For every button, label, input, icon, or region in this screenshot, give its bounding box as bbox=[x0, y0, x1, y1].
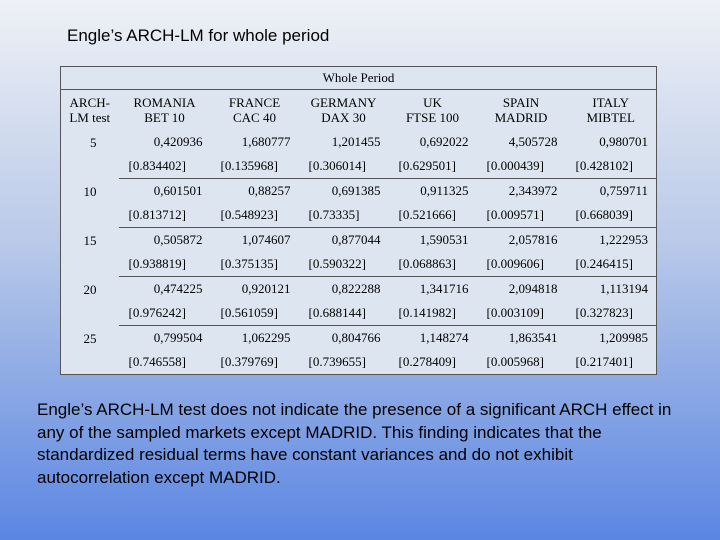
value-row: 20 0,474225 0,920121 0,822288 1,341716 2,0948… bbox=[61, 277, 657, 302]
column-header: UK FTSE 100 bbox=[405, 95, 460, 125]
statistic-cell: 0,920121 bbox=[241, 281, 291, 296]
pvalue-cell: [0.217401] bbox=[565, 350, 657, 375]
statistic-cell: 1,148274 bbox=[419, 330, 469, 345]
statistic-cell: 0,911325 bbox=[420, 183, 469, 198]
pvalue-cell: [0.141982] bbox=[388, 301, 477, 326]
pvalue-cell: [0.688144] bbox=[298, 301, 389, 326]
statistic-cell: 1,222953 bbox=[599, 232, 648, 247]
pvalue-cell: [0.668039] bbox=[565, 203, 657, 228]
statistic-cell: 1,680777 bbox=[241, 134, 291, 149]
pvalue-cell: [0.976242] bbox=[118, 301, 211, 326]
pvalue-cell: [0.938819] bbox=[118, 252, 211, 277]
pvalue-row: [0.813712] [0.548923] [0.73335] [0.521666][… bbox=[61, 203, 657, 228]
pvalue-cell: [0.561059] bbox=[210, 301, 299, 326]
pvalue-cell: [0.375135] bbox=[210, 252, 299, 277]
lag-cell: 20 bbox=[83, 281, 97, 297]
pvalue-row: [0.746558] [0.379769] [0.739655] [0.278409]… bbox=[61, 350, 657, 375]
column-header-row: ARCH- LM test ROMANIA BET 10 FRANCE CAC 40… bbox=[61, 90, 657, 131]
pvalue-cell: [0.005968] bbox=[476, 350, 566, 375]
statistic-cell: 2,343972 bbox=[508, 183, 558, 198]
pvalue-row: [0.834402] [0.135968] [0.306014] [0.629501]… bbox=[61, 154, 657, 179]
statistic-cell: 0,804766 bbox=[331, 330, 381, 345]
statistic-cell: 0,505872 bbox=[153, 232, 203, 247]
pvalue-cell: [0.428102] bbox=[565, 154, 657, 179]
pvalue-cell: [0.327823] bbox=[565, 301, 657, 326]
statistic-cell: 0,799504 bbox=[153, 330, 203, 345]
pvalue-cell: [0.068863] bbox=[388, 252, 477, 277]
lag-cell: 25 bbox=[83, 330, 97, 346]
column-header: ROMANIA BET 10 bbox=[133, 95, 196, 125]
statistic-cell: 1,863541 bbox=[508, 330, 558, 345]
statistic-cell: 1,113194 bbox=[599, 281, 648, 296]
statistic-cell: 0,601501 bbox=[153, 183, 203, 198]
statistic-cell: 4,505728 bbox=[508, 134, 558, 149]
column-header: ARCH- LM test bbox=[69, 95, 111, 125]
value-row: 10 0,601501 0,88257 0,691385 0,911325 2,34397… bbox=[61, 179, 657, 204]
statistic-cell: 0,474225 bbox=[153, 281, 203, 296]
value-row: 25 0,799504 1,062295 0,804766 1,148274 1,8635… bbox=[61, 326, 657, 351]
statistic-cell: 2,057816 bbox=[508, 232, 558, 247]
pvalue-cell: [0.379769] bbox=[210, 350, 299, 375]
statistic-cell: 0,822288 bbox=[331, 281, 381, 296]
value-row: 15 0,505872 1,074607 0,877044 1,590531 2,0578… bbox=[61, 228, 657, 253]
column-header: GERMANY DAX 30 bbox=[310, 95, 377, 125]
statistic-cell: 0,759711 bbox=[599, 183, 648, 198]
pvalue-row: [0.938819] [0.375135] [0.590322] [0.068863]… bbox=[61, 252, 657, 277]
statistic-cell: 2,094818 bbox=[508, 281, 558, 296]
statistic-cell: 1,341716 bbox=[419, 281, 469, 296]
pvalue-cell: [0.813712] bbox=[118, 203, 211, 228]
statistic-cell: 0,420936 bbox=[153, 134, 203, 149]
pvalue-cell: [0.739655] bbox=[298, 350, 389, 375]
arch-table: Whole Period ARCH- LM test ROMANIA BET 10 F… bbox=[60, 66, 657, 375]
pvalue-cell: [0.009571] bbox=[476, 203, 566, 228]
statistic-cell: 1,062295 bbox=[241, 330, 291, 345]
paragraph: Engle’s ARCH-LM test does not indicate t… bbox=[37, 400, 672, 487]
column-header: SPAIN MADRID bbox=[494, 95, 548, 125]
statistic-cell: 0,88257 bbox=[248, 183, 291, 198]
statistic-cell: 0,691385 bbox=[331, 183, 381, 198]
statistic-cell: 1,590531 bbox=[419, 232, 469, 247]
pvalue-cell: [0.521666] bbox=[388, 203, 477, 228]
statistic-cell: 1,209985 bbox=[599, 330, 648, 345]
pvalue-cell: [0.590322] bbox=[298, 252, 389, 277]
statistic-cell: 0,877044 bbox=[331, 232, 381, 247]
pvalue-cell: [0.306014] bbox=[298, 154, 389, 179]
pvalue-cell: [0.278409] bbox=[388, 350, 477, 375]
pvalue-cell: [0.629501] bbox=[388, 154, 477, 179]
column-header: FRANCE CAC 40 bbox=[228, 95, 281, 125]
lag-cell: 5 bbox=[90, 135, 97, 150]
lag-cell: 10 bbox=[83, 183, 97, 199]
pvalue-cell: [0.834402] bbox=[118, 154, 211, 179]
pvalue-cell: [0.73335] bbox=[298, 203, 389, 228]
group-header: Whole Period bbox=[60, 66, 657, 90]
pvalue-cell: [0.746558] bbox=[118, 350, 211, 375]
pvalue-cell: [0.009606] bbox=[476, 252, 566, 277]
value-row: 5 0,420936 1,680777 1,201455 0,692022 4,50572… bbox=[61, 130, 657, 154]
column-header: ITALY MIBTEL bbox=[586, 95, 635, 125]
statistic-cell: 1,074607 bbox=[241, 232, 291, 247]
statistic-cell: 0,692022 bbox=[419, 134, 469, 149]
lag-cell: 15 bbox=[83, 232, 97, 248]
pvalue-cell: [0.246415] bbox=[565, 252, 657, 277]
group-header-row: Whole Period bbox=[60, 66, 657, 90]
pvalue-cell: [0.135968] bbox=[210, 154, 299, 179]
pvalue-cell: [0.548923] bbox=[210, 203, 299, 228]
pvalue-cell: [0.000439] bbox=[476, 154, 566, 179]
pvalue-row: [0.976242] [0.561059] [0.688144] [0.141982]… bbox=[61, 301, 657, 326]
pvalue-cell: [0.003109] bbox=[476, 301, 566, 326]
statistic-cell: 0,980701 bbox=[599, 134, 648, 149]
title: Engle’s ARCH-LM for whole period bbox=[67, 26, 330, 45]
statistic-cell: 1,201455 bbox=[331, 134, 381, 149]
